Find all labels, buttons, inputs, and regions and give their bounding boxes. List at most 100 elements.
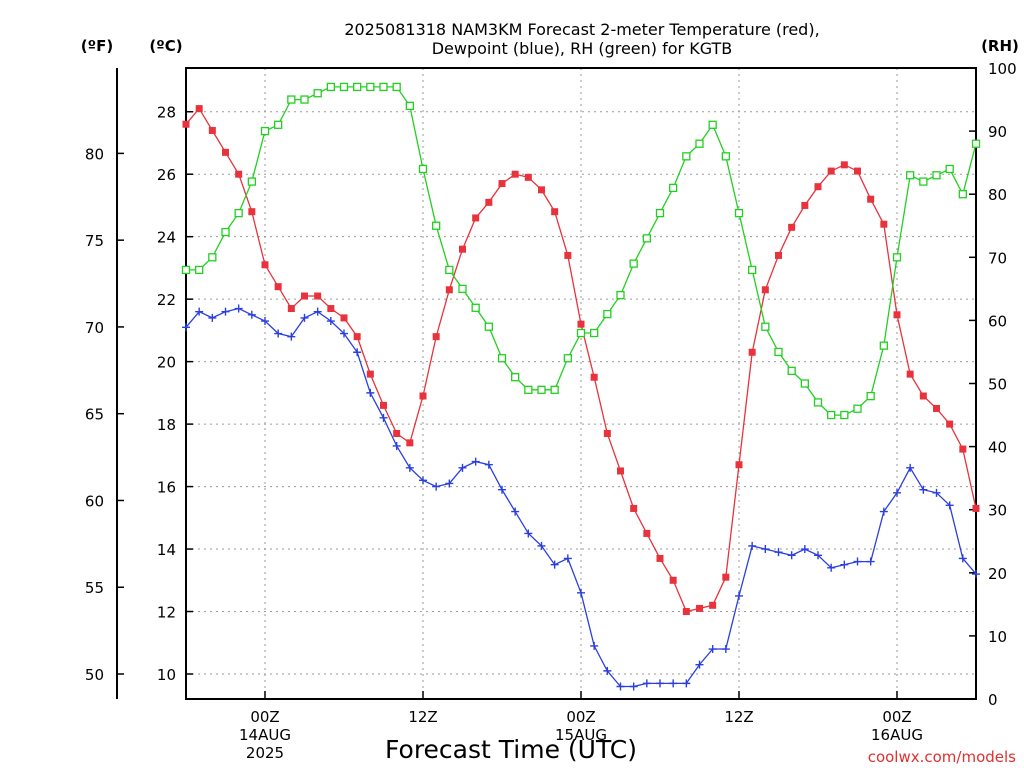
data-point bbox=[340, 314, 348, 322]
data-point bbox=[617, 467, 624, 475]
data-point bbox=[472, 214, 480, 222]
data-point bbox=[248, 208, 256, 216]
data-point bbox=[380, 401, 387, 409]
data-point bbox=[392, 82, 401, 92]
data-point bbox=[630, 504, 638, 512]
data-point bbox=[550, 385, 559, 394]
data-point bbox=[222, 148, 229, 156]
data-point bbox=[484, 460, 493, 469]
data-point bbox=[748, 348, 756, 356]
rh-tick-label: 100 bbox=[988, 60, 1017, 78]
celsius-tick-label: 24 bbox=[157, 229, 176, 247]
data-point bbox=[866, 557, 875, 566]
data-point bbox=[932, 488, 941, 497]
data-point bbox=[932, 171, 941, 180]
data-point bbox=[708, 645, 717, 654]
data-point bbox=[353, 348, 362, 357]
credit-text: coolwx.com/models bbox=[868, 748, 1016, 766]
fahrenheit-tick-label: 55 bbox=[85, 579, 104, 597]
data-point bbox=[418, 164, 428, 174]
data-point bbox=[485, 198, 493, 206]
data-point bbox=[379, 82, 388, 92]
data-point bbox=[893, 488, 901, 497]
data-point bbox=[511, 170, 519, 178]
data-point bbox=[576, 328, 586, 338]
data-point bbox=[405, 463, 414, 472]
data-point bbox=[880, 220, 888, 228]
data-point bbox=[748, 541, 757, 550]
rh-tick-label: 60 bbox=[988, 312, 1007, 330]
data-point bbox=[287, 95, 296, 104]
data-point bbox=[537, 541, 546, 550]
chart-title-line1: 2025081318 NAM3KM Forecast 2-meter Tempe… bbox=[344, 20, 819, 39]
series-layer bbox=[181, 82, 981, 691]
celsius-tick-label: 14 bbox=[157, 541, 176, 559]
data-point bbox=[550, 560, 559, 569]
data-point bbox=[524, 173, 532, 181]
data-point bbox=[761, 322, 770, 331]
rh-tick-label: 90 bbox=[988, 123, 1007, 141]
data-point bbox=[813, 398, 823, 407]
x-axis-label: Forecast Time (UTC) bbox=[385, 735, 637, 764]
data-point bbox=[958, 190, 967, 199]
data-point bbox=[933, 404, 940, 412]
data-point bbox=[564, 251, 572, 259]
data-point bbox=[774, 548, 783, 557]
data-point bbox=[682, 679, 691, 688]
plot-frame bbox=[185, 67, 977, 700]
data-point bbox=[577, 588, 585, 597]
data-point bbox=[445, 479, 454, 488]
data-point bbox=[538, 186, 545, 194]
celsius-tick-label: 12 bbox=[157, 604, 176, 622]
data-point bbox=[972, 570, 980, 579]
data-point bbox=[708, 120, 717, 129]
rh-tick-label: 0 bbox=[988, 691, 998, 709]
data-point bbox=[854, 167, 861, 175]
data-point bbox=[326, 82, 335, 92]
celsius-tick-label: 16 bbox=[157, 479, 176, 497]
data-point bbox=[853, 557, 862, 566]
data-point bbox=[247, 310, 256, 319]
data-point bbox=[840, 410, 849, 420]
data-point bbox=[709, 601, 717, 609]
time-tick-label: 00Z bbox=[250, 708, 279, 726]
data-point bbox=[787, 551, 796, 560]
rh-tick-label: 20 bbox=[988, 565, 1007, 583]
data-point bbox=[853, 404, 862, 413]
data-point bbox=[432, 221, 441, 230]
data-point bbox=[235, 170, 243, 178]
celsius-tick-label: 26 bbox=[157, 166, 176, 184]
data-point bbox=[722, 573, 730, 581]
data-point bbox=[563, 354, 572, 363]
data-point bbox=[274, 120, 283, 129]
celsius-unit-label: (ºC) bbox=[149, 37, 182, 55]
data-point bbox=[655, 208, 665, 218]
data-point bbox=[669, 183, 678, 193]
data-point bbox=[221, 307, 230, 316]
data-point bbox=[775, 251, 782, 259]
data-point bbox=[524, 529, 533, 538]
data-point bbox=[879, 341, 888, 350]
time-tick-label: 15AUG bbox=[555, 726, 607, 744]
data-point bbox=[946, 420, 954, 428]
data-point bbox=[656, 554, 664, 562]
data-point bbox=[405, 101, 414, 111]
data-point bbox=[445, 265, 454, 275]
data-point bbox=[774, 347, 783, 357]
data-point bbox=[287, 305, 295, 313]
data-point bbox=[498, 180, 506, 188]
series-2-meter-temperature bbox=[182, 105, 980, 616]
data-point bbox=[893, 311, 901, 319]
data-point bbox=[590, 641, 599, 650]
series-line bbox=[186, 86, 977, 416]
data-point bbox=[669, 679, 678, 688]
data-point bbox=[208, 126, 216, 134]
time-tick-label: 12Z bbox=[408, 708, 437, 726]
data-point bbox=[498, 485, 506, 494]
data-point bbox=[735, 461, 743, 469]
data-point bbox=[208, 253, 217, 262]
data-point bbox=[458, 463, 467, 472]
data-point bbox=[221, 227, 230, 237]
